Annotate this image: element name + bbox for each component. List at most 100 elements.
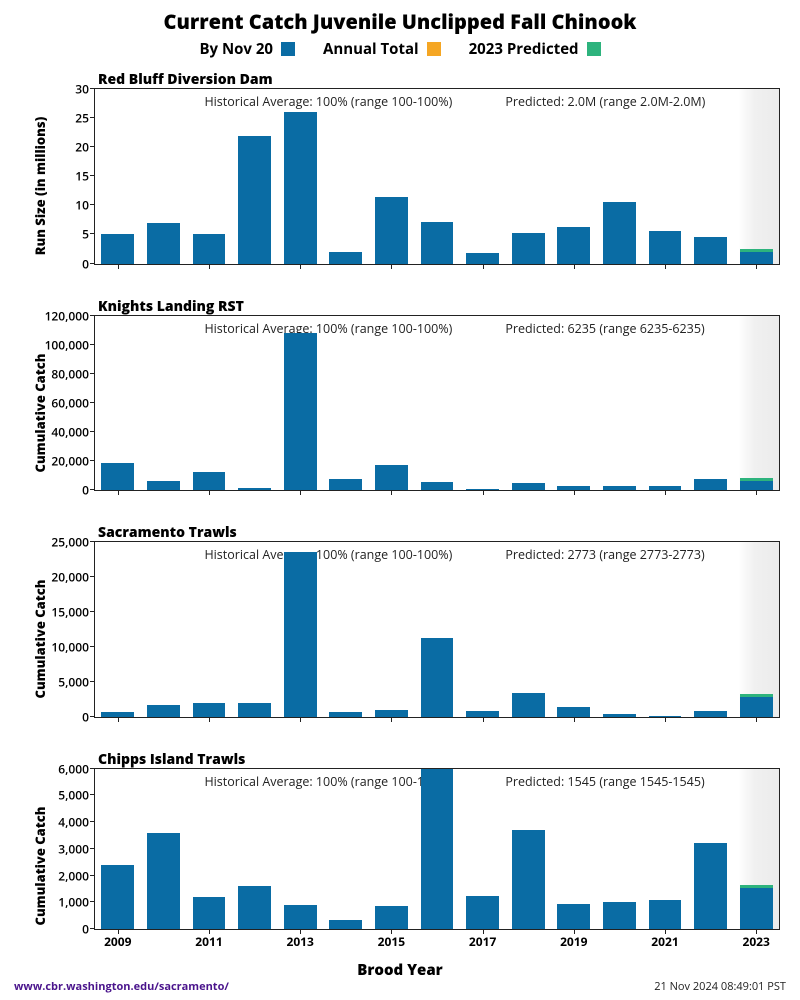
- y-tick-label: 5,000: [58, 673, 95, 690]
- y-tick-mark: [90, 541, 95, 542]
- predicted-marker: [740, 885, 773, 888]
- bar: [147, 481, 180, 490]
- bar: [603, 902, 636, 929]
- x-tick-mark: [574, 490, 575, 495]
- bar: [512, 483, 545, 490]
- bar: [557, 486, 590, 490]
- bar: [512, 830, 545, 929]
- panel-title: Chipps Island Trawls: [98, 750, 245, 769]
- bar: [147, 833, 180, 929]
- y-tick-label: 40,000: [51, 423, 95, 440]
- y-axis-label: Cumulative Catch: [31, 333, 49, 493]
- x-tick-label: 2015: [378, 929, 405, 950]
- bar: [512, 233, 545, 264]
- y-tick-label: 10: [75, 197, 95, 214]
- x-tick-mark: [300, 490, 301, 495]
- x-tick-mark: [574, 264, 575, 269]
- y-tick-label: 25,000: [51, 534, 95, 551]
- y-tick-label: 5: [82, 226, 95, 243]
- bar: [101, 712, 134, 716]
- y-axis-label: Cumulative Catch: [31, 559, 49, 719]
- bar: [193, 472, 226, 490]
- y-tick-mark: [90, 344, 95, 345]
- annotation-historical: Historical Average: 100% (range 100-100%…: [204, 320, 452, 337]
- bar: [238, 886, 271, 929]
- bar: [649, 900, 682, 929]
- x-tick-mark: [756, 264, 757, 269]
- bar: [193, 703, 226, 717]
- page-title: Current Catch Juvenile Unclipped Fall Ch…: [0, 0, 800, 35]
- x-tick-mark: [118, 490, 119, 495]
- x-tick-mark: [665, 717, 666, 722]
- annotation-historical: Historical Average: 100% (range 100-100%…: [204, 546, 452, 563]
- x-tick-mark: [300, 717, 301, 722]
- y-tick-mark: [90, 460, 95, 461]
- panel: Sacramento TrawlsCumulative CatchHistori…: [14, 523, 786, 738]
- bar: [375, 197, 408, 264]
- y-tick-label: 20,000: [51, 452, 95, 469]
- x-axis-label: Brood Year: [0, 960, 800, 980]
- bar: [740, 481, 773, 490]
- legend-swatch: [427, 42, 441, 56]
- y-tick-label: 6,000: [58, 760, 95, 777]
- y-tick-mark: [90, 117, 95, 118]
- panel: Red Bluff Diversion DamRun Size (in mill…: [14, 70, 786, 285]
- y-tick-label: 30: [75, 81, 95, 98]
- predicted-marker: [740, 694, 773, 697]
- bar: [603, 202, 636, 263]
- y-tick-mark: [90, 402, 95, 403]
- y-tick-mark: [90, 576, 95, 577]
- annotation-predicted: Predicted: 2773 (range 2773-2773): [505, 546, 704, 563]
- annotation-predicted: Predicted: 1545 (range 1545-1545): [505, 773, 704, 790]
- bar: [329, 252, 362, 264]
- bar: [466, 489, 499, 490]
- x-tick-mark: [209, 490, 210, 495]
- bar: [284, 552, 317, 716]
- legend-label: Annual Total: [323, 39, 419, 59]
- bar: [740, 697, 773, 716]
- panels-container: Red Bluff Diversion DamRun Size (in mill…: [14, 70, 786, 964]
- bar: [375, 465, 408, 490]
- y-tick-label: 0: [82, 482, 95, 499]
- y-tick-mark: [90, 848, 95, 849]
- x-tick-label: 2013: [286, 929, 313, 950]
- bar: [193, 234, 226, 263]
- footer-source: www.cbr.washington.edu/sacramento/: [14, 979, 229, 994]
- y-tick-label: 0: [82, 921, 95, 938]
- footer-timestamp: 21 Nov 2024 08:49:01 PST: [654, 979, 786, 994]
- predicted-band: [738, 89, 779, 264]
- legend-swatch: [587, 42, 601, 56]
- y-tick-mark: [90, 681, 95, 682]
- bar: [238, 703, 271, 716]
- plot-area: Historical Average: 100% (range 100-100%…: [94, 315, 780, 492]
- bar: [329, 712, 362, 717]
- x-tick-mark: [665, 490, 666, 495]
- bar: [694, 843, 727, 929]
- y-tick-mark: [90, 263, 95, 264]
- bar: [694, 711, 727, 717]
- y-tick-label: 15,000: [51, 603, 95, 620]
- annotation-predicted: Predicted: 6235 (range 6235-6235): [505, 320, 704, 337]
- legend: By Nov 20Annual Total2023 Predicted: [0, 37, 800, 59]
- y-tick-label: 4,000: [58, 814, 95, 831]
- x-tick-mark: [391, 490, 392, 495]
- y-tick-mark: [90, 373, 95, 374]
- bar: [421, 482, 454, 490]
- x-tick-mark: [574, 717, 575, 722]
- bar: [375, 710, 408, 717]
- bar: [147, 223, 180, 264]
- x-tick-mark: [209, 717, 210, 722]
- y-tick-label: 80,000: [51, 365, 95, 382]
- y-tick-label: 1,000: [58, 894, 95, 911]
- predicted-marker: [740, 249, 773, 252]
- y-tick-mark: [90, 146, 95, 147]
- y-tick-label: 120,000: [45, 307, 95, 324]
- y-tick-label: 5,000: [58, 787, 95, 804]
- panel-title: Red Bluff Diversion Dam: [98, 70, 273, 89]
- predicted-band: [738, 316, 779, 491]
- bar: [375, 906, 408, 929]
- x-tick-mark: [209, 264, 210, 269]
- x-tick-mark: [665, 264, 666, 269]
- predicted-band: [738, 542, 779, 717]
- y-tick-mark: [90, 875, 95, 876]
